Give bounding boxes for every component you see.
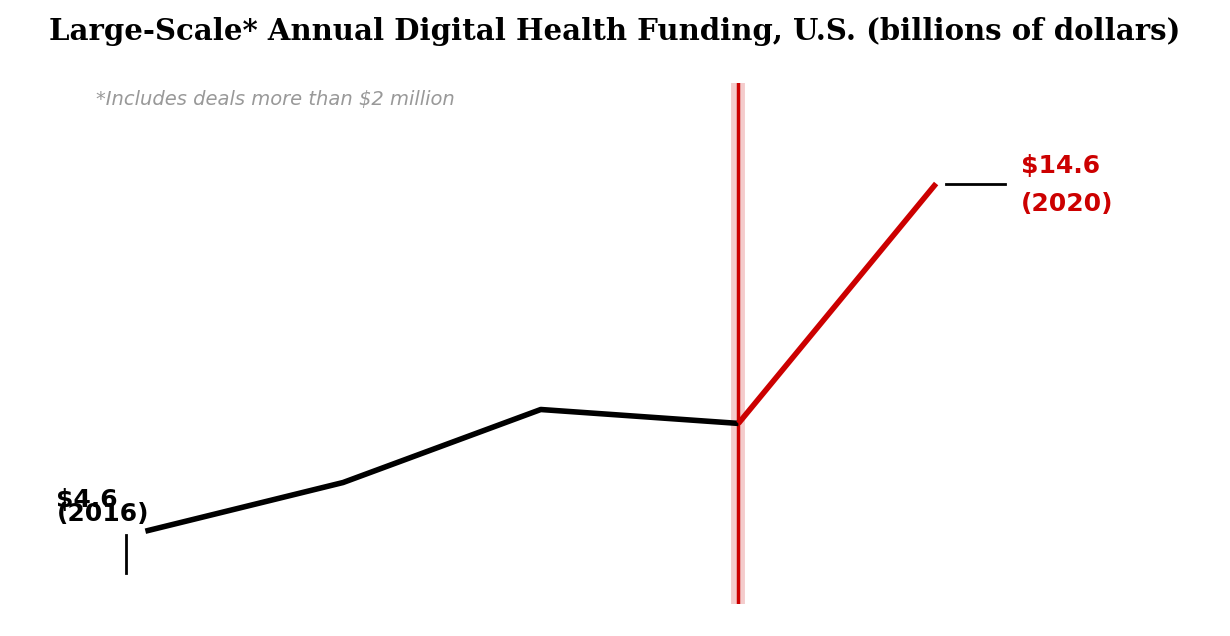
Text: (2016): (2016) [57, 502, 149, 526]
Text: (2020): (2020) [1021, 192, 1113, 216]
Text: Large-Scale* Annual Digital Health Funding, U.S. (billions of dollars): Large-Scale* Annual Digital Health Fundi… [49, 17, 1181, 46]
Text: $14.6: $14.6 [1021, 155, 1101, 178]
Text: $4.6: $4.6 [57, 488, 118, 512]
Text: *Includes deals more than $2 million: *Includes deals more than $2 million [96, 90, 455, 109]
